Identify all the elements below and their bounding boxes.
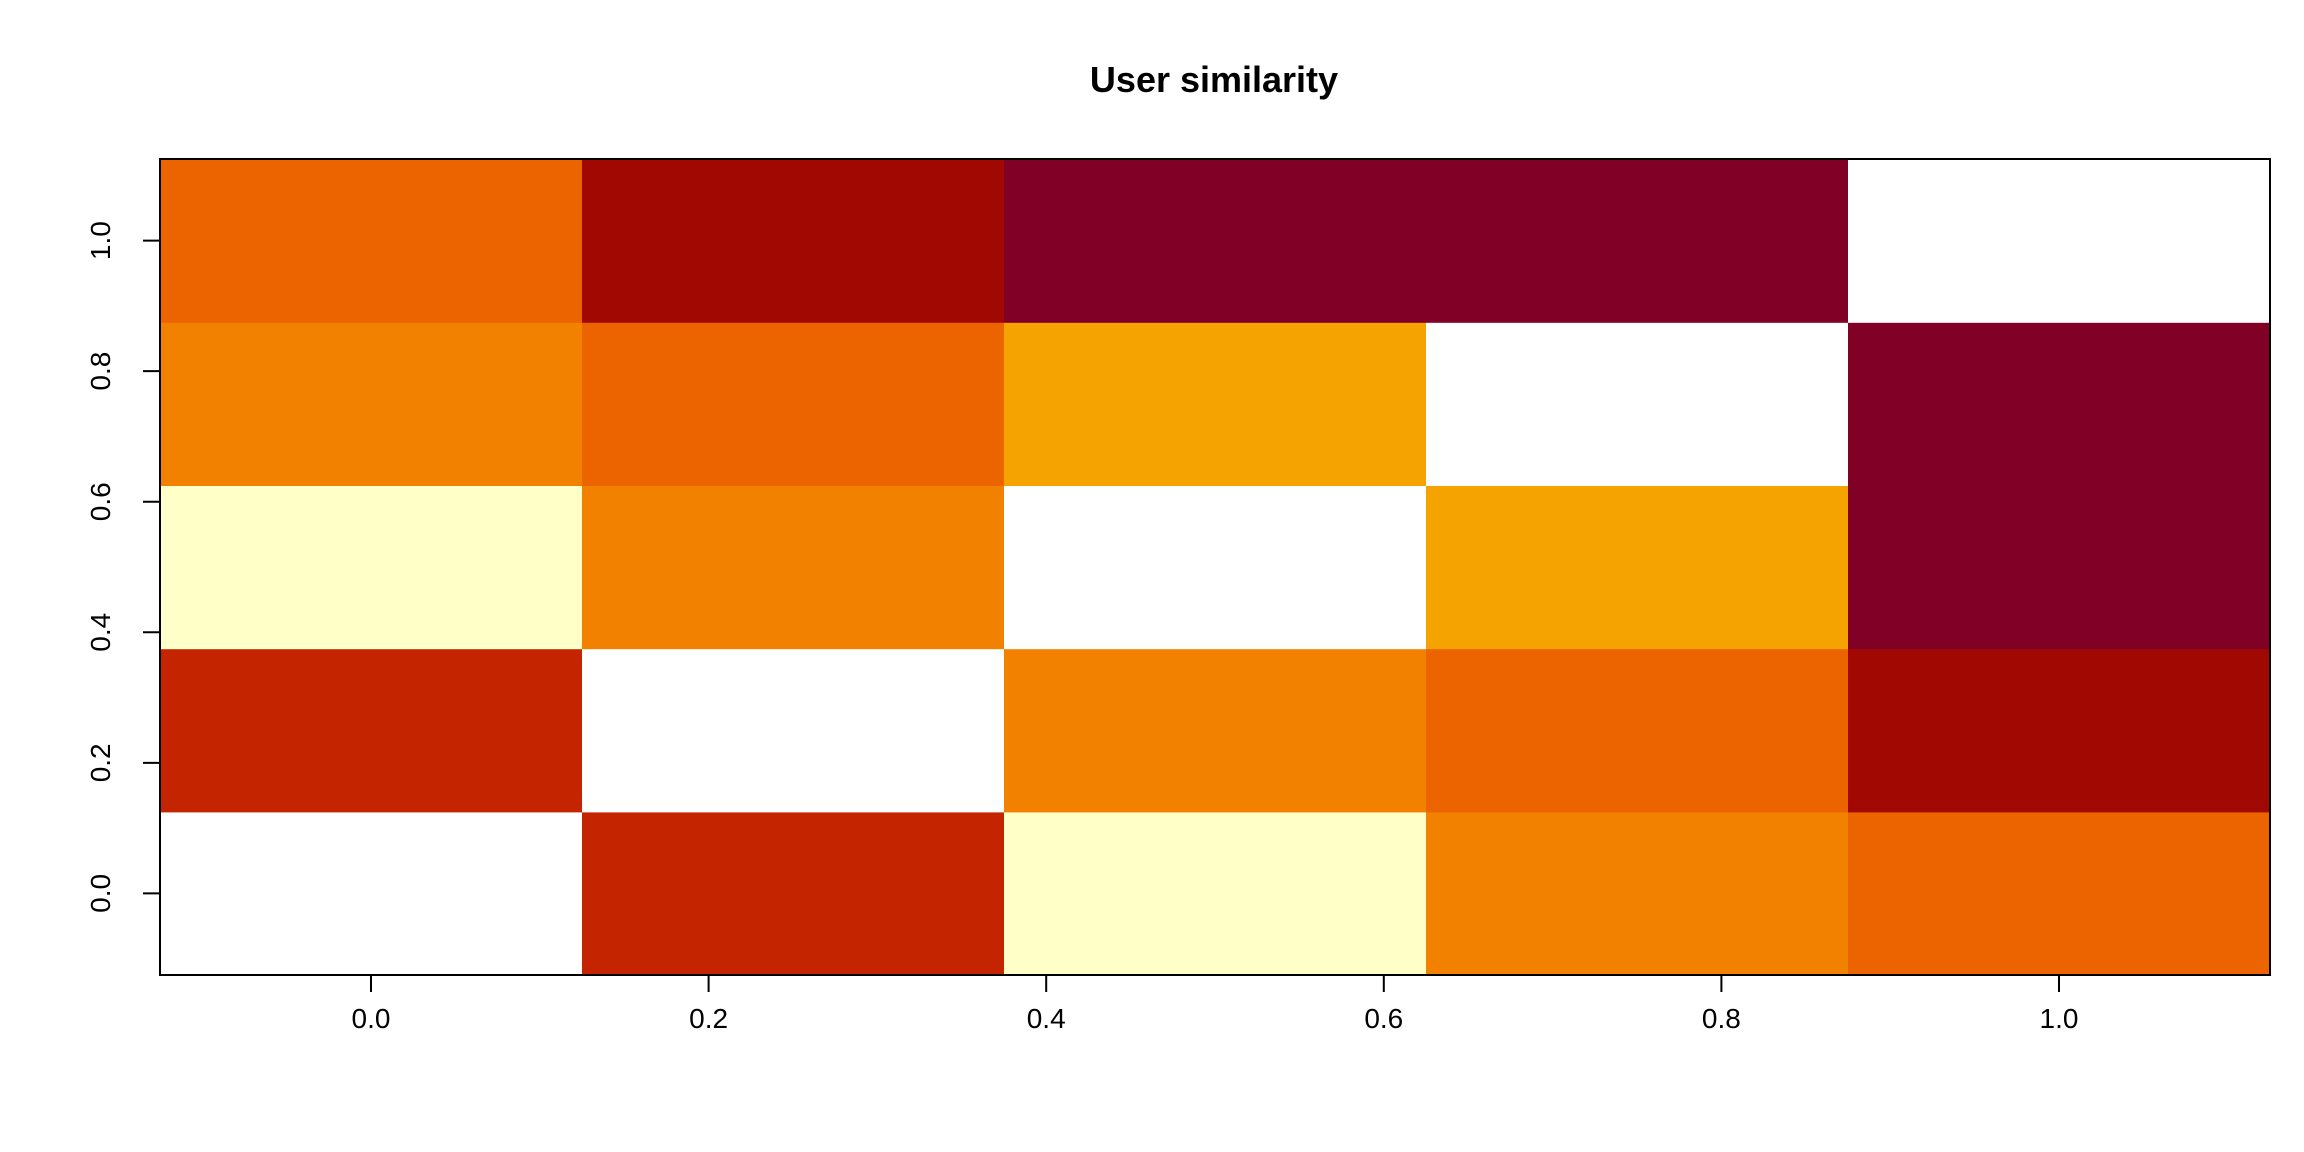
heatmap-cell (1848, 811, 2271, 976)
heatmap-cell (582, 485, 1005, 650)
x-tick-label: 0.0 (352, 1003, 391, 1034)
y-tick-label: 0.4 (85, 613, 116, 652)
y-tick-label: 0.8 (85, 352, 116, 391)
x-tick-label: 0.8 (1702, 1003, 1741, 1034)
heatmap-cell (1004, 322, 1427, 486)
heatmap-cell (1004, 485, 1427, 650)
heatmap-cell (1848, 485, 2271, 650)
y-tick-label: 0.6 (85, 482, 116, 521)
heatmap-cell (582, 322, 1005, 486)
y-axis: 0.0 0.2 0.4 0.6 0.8 1.0 (85, 221, 161, 913)
heatmap-cell (1426, 485, 1849, 650)
heatmap-cell (160, 485, 583, 650)
chart-title: User similarity (1090, 59, 1338, 100)
x-tick-label: 0.4 (1027, 1003, 1066, 1034)
heatmap-cell (1426, 159, 1849, 323)
heatmap-cell (1426, 322, 1849, 486)
heatmap-cell (1004, 159, 1427, 323)
heatmap-cells (160, 159, 2271, 976)
heatmap-cell (1848, 648, 2271, 813)
x-tick-label: 0.2 (689, 1003, 728, 1034)
heatmap-cell (160, 811, 583, 976)
heatmap-cell (1004, 648, 1427, 813)
x-tick-label: 1.0 (2040, 1003, 2079, 1034)
heatmap-cell (1848, 322, 2271, 486)
heatmap-cell (160, 159, 583, 323)
heatmap-cell (1848, 159, 2271, 323)
heatmap-cell (160, 322, 583, 486)
x-tick-label: 0.6 (1364, 1003, 1403, 1034)
y-tick-label: 0.0 (85, 874, 116, 913)
y-tick-label: 1.0 (85, 221, 116, 260)
heatmap-cell (160, 648, 583, 813)
heatmap-cell (1004, 811, 1427, 976)
heatmap-cell (1426, 811, 1849, 976)
heatmap-cell (582, 159, 1005, 323)
x-axis: 0.0 0.2 0.4 0.6 0.8 1.0 (352, 974, 2079, 1034)
heatmap-cell (582, 811, 1005, 976)
heatmap-cell (1426, 648, 1849, 813)
y-tick-label: 0.2 (85, 743, 116, 782)
heatmap-cell (582, 648, 1005, 813)
